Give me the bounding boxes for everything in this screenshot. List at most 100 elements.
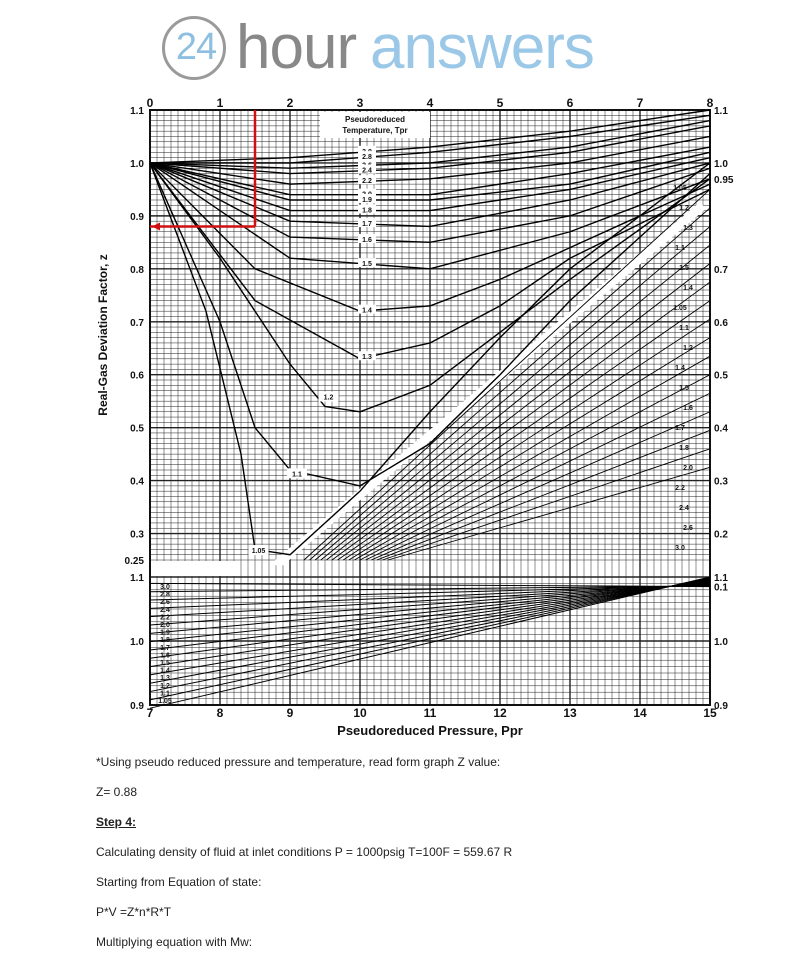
lower-tpr-label: 1.9 <box>160 630 170 637</box>
upper-fan-line <box>320 244 711 561</box>
right-tpr-label: 1.2 <box>683 345 693 352</box>
lower-curve-2.0 <box>149 582 711 626</box>
step-heading: Step 4: <box>96 815 137 829</box>
density-line: Calculating density of fluid at inlet co… <box>96 845 513 859</box>
tpr-curve-2.4 <box>149 125 711 175</box>
right-tpr-label: 1.8 <box>679 445 689 452</box>
z-value-line: Z= 0.88 <box>96 785 138 799</box>
top-x-tick: 5 <box>497 96 504 110</box>
upper-fan-line <box>342 318 711 561</box>
chart-labels: 0 1 2 3 4 5 6 7 87 8 9 10 11 12 13 14 151.11.00.90.80.70… <box>96 96 734 738</box>
tpr-curve-1.05 <box>149 162 711 556</box>
lower-curve-1.3 <box>149 578 711 684</box>
tpr-label-bg <box>358 164 376 174</box>
note-line: *Using pseudo reduced pressure and tempe… <box>96 755 501 769</box>
logo-word-answers: answers <box>370 13 595 82</box>
right-tpr-label: 2.4 <box>679 505 689 512</box>
right-y-tick: 0.2 <box>714 530 728 541</box>
bottom-x-tick: 7 <box>147 706 154 720</box>
upper-fan-line <box>382 448 711 561</box>
right-y-tick: 1.0 <box>714 159 728 170</box>
tpr-label: 1.3 <box>362 354 372 361</box>
tpr-curve-2.6 <box>149 119 711 169</box>
tpr-label-bg <box>358 188 376 198</box>
tpr-label: 1.8 <box>362 208 372 215</box>
right-y-tick: 0.4 <box>714 424 728 435</box>
upper-fan-line <box>331 281 711 561</box>
eos-intro-line: Starting from Equation of state: <box>96 875 262 889</box>
tpr-label: 1.1 <box>292 471 302 478</box>
bottom-x-tick: 9 <box>287 706 294 720</box>
right-tpr-label: 1.2 <box>679 205 689 212</box>
right-y-tick-lower: 0.9 <box>714 701 728 712</box>
upper-fan-line <box>359 374 711 561</box>
reading-arrowhead <box>152 222 160 231</box>
x-axis-title: Pseudoreduced Pressure, Ppr <box>337 723 523 738</box>
lower-curve-2.2 <box>149 583 711 618</box>
tpr-label-bg <box>248 545 269 556</box>
upper-fan-line <box>365 392 711 561</box>
left-y-tick: 1.0 <box>130 159 144 170</box>
left-y-tick: 0.6 <box>130 371 144 382</box>
left-y-tick: 0.25 <box>125 556 145 567</box>
top-x-tick: 3 <box>357 96 364 110</box>
lower-curve-1.4 <box>149 579 711 676</box>
upper-fan-line <box>337 300 711 561</box>
lower-tpr-label: 1.6 <box>160 652 170 659</box>
bottom-x-tick: 8 <box>217 706 224 720</box>
logo-circle <box>162 16 226 80</box>
right-y-tick: 0.95 <box>714 175 734 186</box>
tpr-label: 2.8 <box>362 154 372 161</box>
tpr-curve-2.8 <box>150 114 711 164</box>
lower-tpr-label: 2.0 <box>160 622 170 629</box>
chart-curves <box>149 109 711 709</box>
tpr-curve-3.0 <box>149 109 711 164</box>
tpr-curve-1.2 <box>149 162 711 413</box>
lower-tpr-label: 1.4 <box>160 668 170 675</box>
tpr-curve-1.8 <box>149 156 711 212</box>
left-y-tick: 0.9 <box>130 212 144 223</box>
lower-curve-2.8 <box>149 585 711 593</box>
tpr-label: 1.05 <box>252 548 266 555</box>
upper-fan-line <box>376 429 711 561</box>
tpr-label-bg <box>318 391 339 402</box>
top-x-tick: 7 <box>637 96 644 110</box>
tpr-label-bg <box>287 468 307 479</box>
tpr-label-bg <box>358 159 376 169</box>
y-axis-title: Real-Gas Deviation Factor, z <box>96 254 110 415</box>
legend-box <box>320 112 430 138</box>
tpr-label: 2.4 <box>362 168 372 175</box>
lower-tpr-label: 3.0 <box>160 584 170 591</box>
lower-curve-3.0 <box>149 582 711 588</box>
chart-annotations <box>150 110 257 231</box>
right-tpr-label: 1.5 <box>679 265 689 272</box>
panel-gap <box>149 561 239 576</box>
left-y-tick: 0.5 <box>130 424 144 435</box>
lower-curve-1.9 <box>149 582 711 634</box>
right-tpr-label: 3.0 <box>675 545 685 552</box>
lower-tpr-label: 1.2 <box>160 683 170 690</box>
top-x-tick: 4 <box>427 96 434 110</box>
lower-curve-1.6 <box>149 580 711 659</box>
tpr-label: 1.7 <box>362 221 372 228</box>
lower-tpr-label: 1.1 <box>160 690 170 697</box>
upper-fan-line <box>354 355 711 561</box>
lower-tpr-label: 1.05 <box>158 698 172 705</box>
tpr-label-bg <box>358 175 376 185</box>
right-tpr-label: 1.1 <box>679 325 689 332</box>
upper-fan-line <box>326 263 711 561</box>
logo-word-hour: hour <box>236 13 357 82</box>
right-tpr-label: 1.4 <box>683 285 693 292</box>
tpr-label-bg <box>358 233 376 243</box>
right-tpr-label: 2.2 <box>675 485 685 492</box>
lower-curve-2.4 <box>149 584 711 609</box>
bottom-x-tick: 13 <box>563 706 577 720</box>
right-tpr-label: 1.5 <box>679 385 689 392</box>
plot-frame <box>149 109 711 706</box>
multiply-line: Multiplying equation with Mw: <box>96 935 253 949</box>
tpr-curve-1.6 <box>149 162 711 244</box>
right-tpr-label: 1.3 <box>683 225 693 232</box>
right-tpr-label: 1.7 <box>675 425 685 432</box>
lower-tpr-label: 1.3 <box>160 675 170 682</box>
tpr-curve-1.7 <box>149 162 711 228</box>
